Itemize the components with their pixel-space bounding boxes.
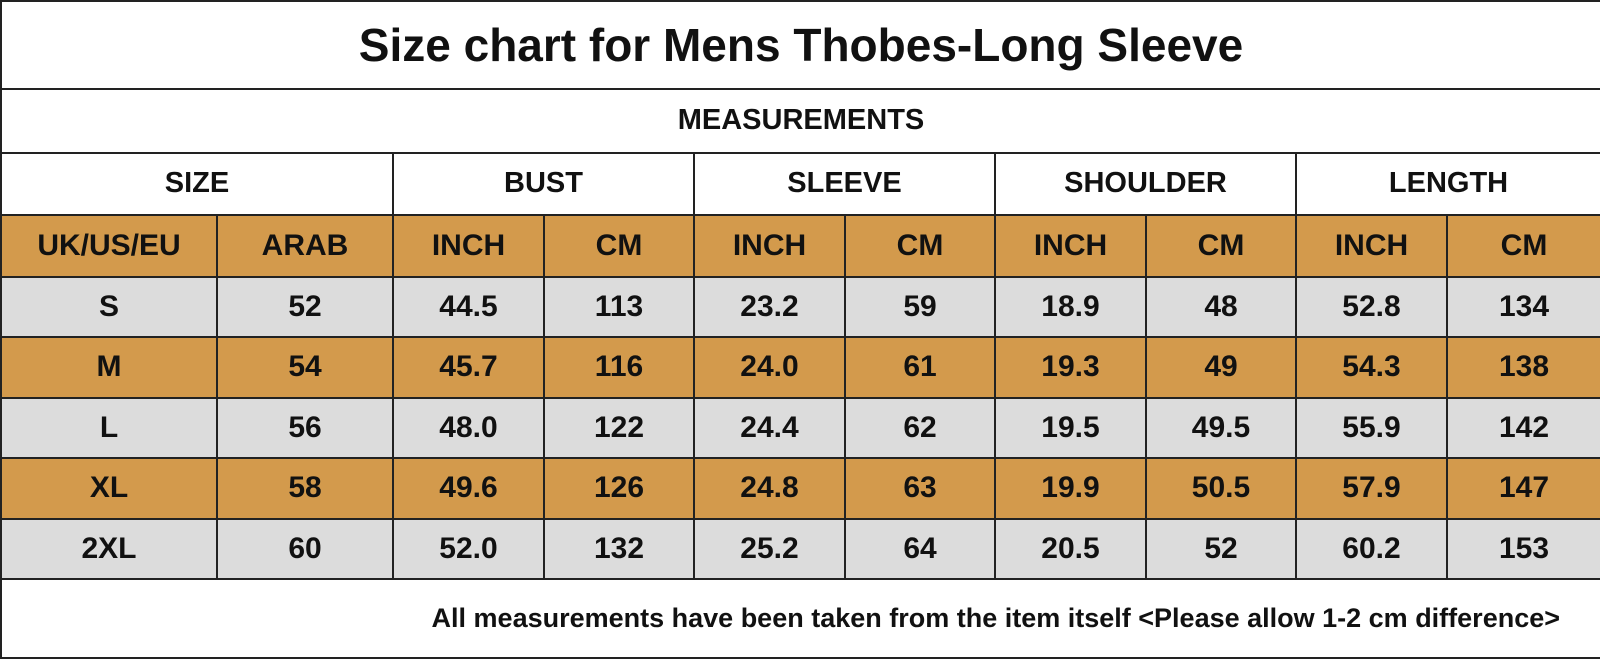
cell: 52 <box>1145 517 1297 581</box>
cell: 45.7 <box>392 336 545 399</box>
cell: 56 <box>216 396 394 460</box>
column-header: CM <box>844 214 996 278</box>
cell: 134 <box>1446 275 1600 339</box>
cell: 59 <box>844 275 996 339</box>
column-header: CM <box>1145 214 1297 278</box>
size-row: XL 58 49.6 126 24.8 63 19.9 50.5 57.9 147 <box>0 457 1600 520</box>
cell: 63 <box>844 457 996 520</box>
cell: 18.9 <box>994 275 1147 339</box>
cell: 58 <box>216 457 394 520</box>
cell: 132 <box>543 517 695 581</box>
cell: 52 <box>216 275 394 339</box>
table-title: Size chart for Mens Thobes-Long Sleeve <box>0 0 1600 91</box>
cell: 147 <box>1446 457 1600 520</box>
size-row: L 56 48.0 122 24.4 62 19.5 49.5 55.9 142 <box>0 396 1600 460</box>
cell: 24.4 <box>693 396 846 460</box>
column-header: INCH <box>392 214 545 278</box>
column-header: UK/US/EU <box>0 214 218 278</box>
group-header: SIZE <box>0 151 394 217</box>
cell: 55.9 <box>1295 396 1448 460</box>
cell: XL <box>0 457 218 520</box>
column-header: ARAB <box>216 214 394 278</box>
footer-note: All measurements have been taken from th… <box>0 578 1600 659</box>
cell: 44.5 <box>392 275 545 339</box>
cell: 60.2 <box>1295 517 1448 581</box>
group-header: LENGTH <box>1295 151 1600 217</box>
cell: L <box>0 396 218 460</box>
cell: 126 <box>543 457 695 520</box>
cell: 62 <box>844 396 996 460</box>
cell: 116 <box>543 336 695 399</box>
cell: 19.9 <box>994 457 1147 520</box>
cell: 49.6 <box>392 457 545 520</box>
cell: 19.5 <box>994 396 1147 460</box>
cell: 49 <box>1145 336 1297 399</box>
cell: 23.2 <box>693 275 846 339</box>
cell: 60 <box>216 517 394 581</box>
cell: M <box>0 336 218 399</box>
column-header: INCH <box>1295 214 1448 278</box>
cell: 52.8 <box>1295 275 1448 339</box>
title-row: Size chart for Mens Thobes-Long Sleeve <box>0 0 1600 91</box>
subheader-row: UK/US/EU ARAB INCH CM INCH CM INCH CM INCH CM <box>0 214 1600 278</box>
cell: 20.5 <box>994 517 1147 581</box>
cell: 54.3 <box>1295 336 1448 399</box>
column-header: INCH <box>994 214 1147 278</box>
group-header: SHOULDER <box>994 151 1297 217</box>
cell: 57.9 <box>1295 457 1448 520</box>
cell: 153 <box>1446 517 1600 581</box>
section-header: MEASUREMENTS <box>0 88 1600 154</box>
cell: 24.0 <box>693 336 846 399</box>
cell: 54 <box>216 336 394 399</box>
group-header: SLEEVE <box>693 151 996 217</box>
group-row: SIZE BUST SLEEVE SHOULDER LENGTH <box>0 151 1600 217</box>
cell: 52.0 <box>392 517 545 581</box>
size-row: 2XL 60 52.0 132 25.2 64 20.5 52 60.2 153 <box>0 517 1600 581</box>
cell: 24.8 <box>693 457 846 520</box>
column-header: INCH <box>693 214 846 278</box>
cell: 138 <box>1446 336 1600 399</box>
column-header: CM <box>543 214 695 278</box>
cell: 25.2 <box>693 517 846 581</box>
cell: 2XL <box>0 517 218 581</box>
group-header: BUST <box>392 151 695 217</box>
cell: 50.5 <box>1145 457 1297 520</box>
cell: 48.0 <box>392 396 545 460</box>
cell: 19.3 <box>994 336 1147 399</box>
cell: 61 <box>844 336 996 399</box>
column-header: CM <box>1446 214 1600 278</box>
cell: 64 <box>844 517 996 581</box>
cell: 49.5 <box>1145 396 1297 460</box>
footer-row: All measurements have been taken from th… <box>0 578 1600 659</box>
cell: S <box>0 275 218 339</box>
cell: 122 <box>543 396 695 460</box>
cell: 48 <box>1145 275 1297 339</box>
size-row: M 54 45.7 116 24.0 61 19.3 49 54.3 138 <box>0 336 1600 399</box>
size-row: S 52 44.5 113 23.2 59 18.9 48 52.8 134 <box>0 275 1600 339</box>
cell: 113 <box>543 275 695 339</box>
section-row: MEASUREMENTS <box>0 88 1600 154</box>
cell: 142 <box>1446 396 1600 460</box>
